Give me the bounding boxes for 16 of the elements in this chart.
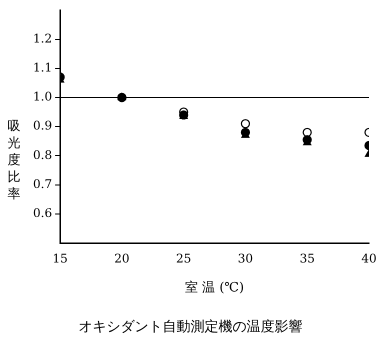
y-tick-label: 0.6 <box>32 206 52 220</box>
y-tick-label: 1.0 <box>32 90 52 104</box>
y-tick-label: 1.1 <box>32 60 52 75</box>
x-tick-label: 40 <box>361 251 377 266</box>
text: オキシダント自動測定機の温度影響 <box>78 318 304 336</box>
x-tick-label: 35 <box>300 251 315 266</box>
y-tick-label: 1.2 <box>32 31 52 46</box>
y-tick-label: 0.7 <box>32 176 52 191</box>
x-tick-label: 30 <box>238 251 254 266</box>
y-tick-label: 0.9 <box>32 118 52 133</box>
y-tick-label: 0.8 <box>32 148 52 162</box>
x-tick-label: 15 <box>52 251 68 266</box>
x-tick-label: 20 <box>114 251 130 266</box>
y-axis-title: 吸光度比率 <box>6 118 22 203</box>
x-tick-label: 25 <box>176 251 192 266</box>
x-axis-title: 室 温 (℃) <box>185 280 244 296</box>
